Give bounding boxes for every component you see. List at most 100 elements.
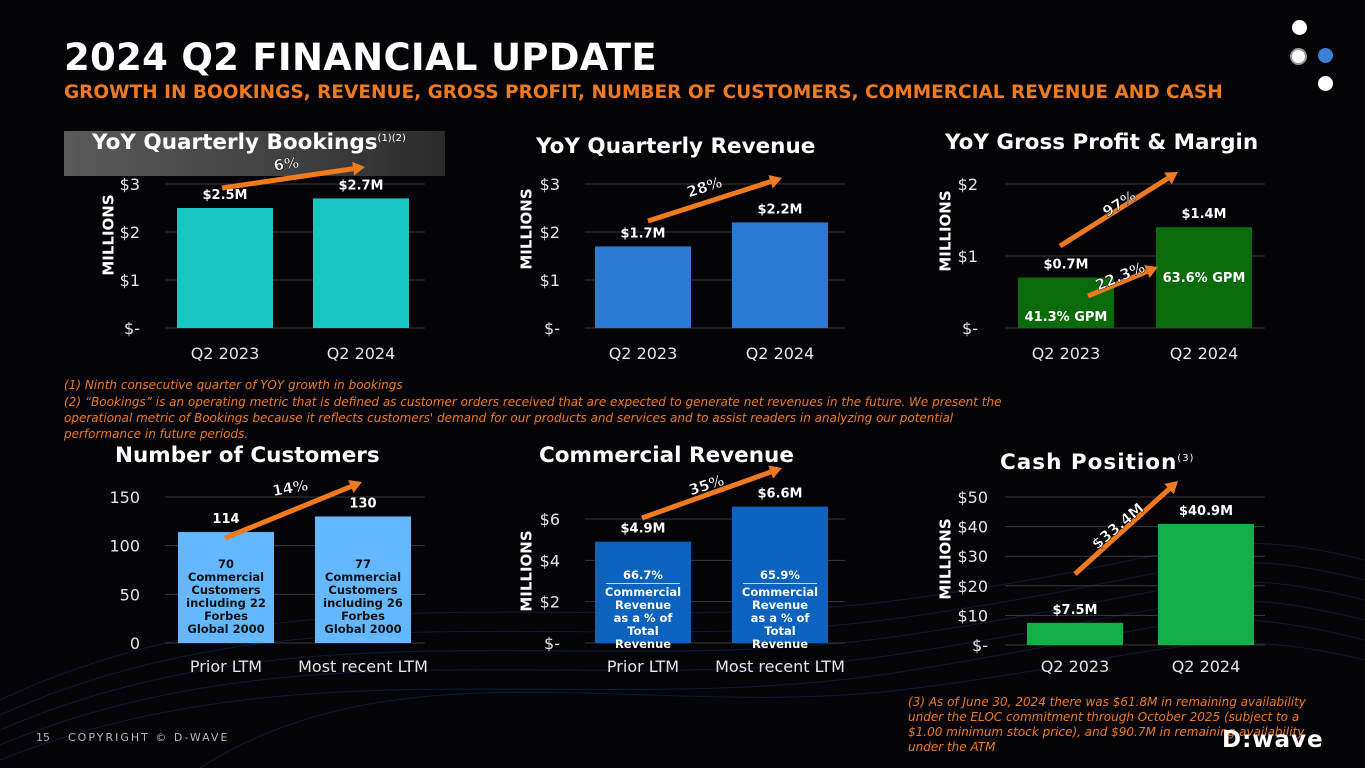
- bar-prior-ltm: [178, 532, 274, 643]
- category-label: Prior LTM: [607, 657, 679, 676]
- y-tick-label: $-: [544, 634, 560, 653]
- y-tick-label: 150: [109, 488, 140, 507]
- data-label: $2.7M: [338, 178, 383, 193]
- commercial-inner-2: 65.9% Commercial Revenue as a % of Total Rev…: [741, 568, 819, 651]
- y-tick-label: $-: [972, 636, 988, 655]
- y-tick-label: $2: [540, 593, 560, 612]
- bar-q2-2024: [1158, 523, 1254, 645]
- y-tick-label: $1: [540, 271, 560, 290]
- y-tick-label: $-: [124, 319, 140, 338]
- bookings-title: YoY Quarterly Bookings(1)(2): [92, 130, 406, 155]
- copyright: COPYRIGHT © D-WAVE: [68, 731, 230, 744]
- cash-title: Cash Position(3): [1000, 450, 1195, 475]
- footnote-1: (1) Ninth consecutive quarter of YOY gro…: [64, 378, 403, 392]
- data-label: $1.7M: [620, 226, 665, 241]
- margin-arrow-head: [1144, 265, 1158, 279]
- bar-q2-2024: [732, 222, 828, 328]
- gross-profit-arrow: [1058, 176, 1170, 249]
- y-tick-label: $4: [540, 551, 560, 570]
- gpm-label-2023: 41.3% GPM: [1025, 310, 1108, 325]
- y-tick-label: $2: [120, 223, 140, 242]
- y-tick-label: $40: [957, 518, 988, 537]
- category-label: Most recent LTM: [298, 657, 428, 676]
- footer: 15 COPYRIGHT © D-WAVE: [36, 731, 229, 744]
- data-label: $4.9M: [620, 522, 665, 537]
- y-tick-label: $2: [540, 223, 560, 242]
- y-tick-label: 50: [120, 585, 140, 604]
- y-tick-label: $1: [120, 271, 140, 290]
- revenue-title: YoY Quarterly Revenue: [536, 134, 816, 159]
- page-title: 2024 Q2 FINANCIAL UPDATE: [64, 36, 657, 79]
- category-label: Q2 2024: [327, 344, 396, 363]
- y-tick-label: $-: [544, 319, 560, 338]
- commercial-revenue-title: Commercial Revenue: [539, 443, 794, 468]
- category-label: Prior LTM: [190, 657, 262, 676]
- data-label: $6.6M: [757, 487, 802, 502]
- footnote-2: (2) “Bookings” is an operating metric th…: [64, 395, 1002, 441]
- category-label: Q2 2023: [191, 344, 260, 363]
- bar-q2-2023: [177, 208, 273, 328]
- bookings-arrow: [221, 166, 354, 191]
- category-label: Q2 2023: [1032, 344, 1101, 363]
- bar-q2-2024: [313, 198, 409, 328]
- y-tick-label: $50: [957, 488, 988, 507]
- footnote-3: (3) As of June 30, 2024 there was $61.8M…: [908, 695, 1306, 754]
- bar-most-recent-ltm: [315, 516, 411, 643]
- page-subtitle: GROWTH IN BOOKINGS, REVENUE, GROSS PROFI…: [64, 82, 1223, 103]
- bar-q2-2023: [1027, 622, 1123, 645]
- gross-profit-growth-label: 97%: [1099, 187, 1139, 221]
- y-tick-label: $2: [958, 175, 978, 194]
- customers-inner-2: 77 Commercial Customers including 26 Forbes G…: [323, 557, 403, 636]
- bookings-arrow-head: [352, 161, 365, 176]
- dwave-logo: D:wave: [1222, 727, 1324, 753]
- y-tick-label: $10: [957, 606, 988, 625]
- data-label: $40.9M: [1179, 504, 1233, 519]
- customers-arrow: [224, 484, 352, 541]
- cash-arrow: [1073, 487, 1171, 576]
- data-label: $1.4M: [1181, 207, 1226, 222]
- category-label: Q2 2024: [1172, 657, 1241, 676]
- customers-inner-1: 70 Commercial Customers including 22 Forbes G…: [186, 557, 266, 636]
- bar-q2-2023: [1018, 277, 1114, 328]
- commercial-arrow-head: [768, 465, 782, 479]
- y-tick-label: $20: [957, 577, 988, 596]
- revenue-arrow: [647, 179, 772, 224]
- data-label: $0.7M: [1043, 258, 1088, 273]
- brand-dots-icon: [1285, 18, 1345, 96]
- bookings-growth-label: 6%: [272, 153, 300, 174]
- revenue-arrow-head: [768, 175, 782, 189]
- bar-most-recent-ltm: [732, 506, 828, 643]
- category-label: Q2 2023: [1041, 657, 1110, 676]
- commercial-arrow: [641, 469, 772, 521]
- y-tick-label: $3: [120, 175, 140, 194]
- data-label: 114: [212, 512, 239, 527]
- bar-prior-ltm: [595, 541, 691, 643]
- category-label: Q2 2024: [1170, 344, 1239, 363]
- y-tick-label: $6: [540, 510, 560, 529]
- gross-profit-arrow-head: [1164, 172, 1178, 185]
- data-label: $2.2M: [757, 202, 802, 217]
- category-label: Most recent LTM: [715, 657, 845, 676]
- data-label: 130: [349, 496, 376, 511]
- customers-title: Number of Customers: [115, 443, 380, 468]
- customers-arrow-head: [348, 480, 362, 494]
- customers-growth-label: 14%: [271, 476, 309, 500]
- data-label: $2.5M: [202, 188, 247, 203]
- y-tick-label: $30: [957, 547, 988, 566]
- category-label: Q2 2023: [609, 344, 678, 363]
- margin-growth-label: 22.3%: [1093, 258, 1148, 294]
- y-tick-label: 0: [130, 634, 140, 653]
- category-label: Q2 2024: [746, 344, 815, 363]
- bookings-title-banner: [64, 131, 445, 176]
- margin-arrow: [1087, 269, 1148, 299]
- bar-q2-2024: [1156, 227, 1252, 328]
- gpm-label-2024: 63.6% GPM: [1163, 271, 1246, 286]
- cash-arrow-head: [1164, 481, 1178, 495]
- bar-q2-2023: [595, 246, 691, 328]
- gross-profit-title: YoY Gross Profit & Margin: [945, 130, 1259, 155]
- page-number: 15: [36, 731, 50, 744]
- y-tick-label: $3: [540, 175, 560, 194]
- y-tick-label: $1: [958, 247, 978, 266]
- y-tick-label: $-: [962, 319, 978, 338]
